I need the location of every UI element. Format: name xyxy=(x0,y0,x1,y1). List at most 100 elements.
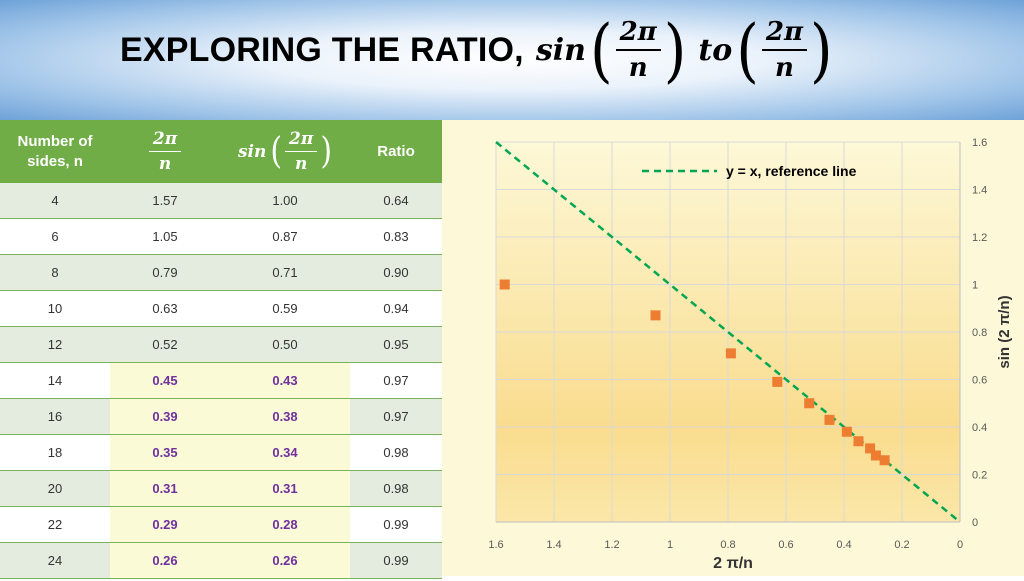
title-banner: EXPLORING THE RATIO, sin ( 2π n ) to ( 2… xyxy=(0,0,1024,120)
data-point xyxy=(804,398,815,409)
cell-sin: 1.00 xyxy=(272,193,298,208)
header-sides-label: Number of sides, n xyxy=(17,132,93,170)
cell-sin: 0.50 xyxy=(272,337,298,352)
cell-n: 16 xyxy=(47,409,63,424)
x-tick-label: 1.4 xyxy=(546,539,561,551)
header-sides: Number of sides, n xyxy=(0,120,110,183)
table-row: 16 0.39 0.38 0.97 xyxy=(0,399,442,435)
data-point xyxy=(865,443,876,454)
data-marks xyxy=(495,141,961,523)
cell-ratio: 0.97 xyxy=(383,409,409,424)
title-sin: sin xyxy=(535,32,586,68)
scatter-chart: 1.6 1.4 1.2 1 0.8 0.6 0.4 0.2 00 0.2 0.4 0.6 0.8 1 1.2… xyxy=(488,137,1013,572)
cell-ratio: 0.94 xyxy=(383,301,409,316)
y-tick-label: 1.2 xyxy=(972,232,987,244)
data-point xyxy=(841,426,852,437)
cell-sin: 0.43 xyxy=(220,363,350,398)
cell-sin: 0.28 xyxy=(220,507,350,542)
data-point xyxy=(772,376,783,387)
title-frac-den-2: n xyxy=(774,53,794,83)
cell-angle: 0.26 xyxy=(110,543,220,578)
cell-n: 6 xyxy=(51,229,59,244)
title-frac-num: 2π xyxy=(615,19,661,51)
cell-n: 22 xyxy=(47,517,63,532)
table-row: 18 0.35 0.34 0.98 xyxy=(0,435,442,471)
cell-n: 14 xyxy=(47,373,63,388)
header-ratio: Ratio xyxy=(350,120,442,183)
cell-n: 18 xyxy=(47,445,63,460)
data-point xyxy=(853,436,864,447)
x-tick-label: 0 xyxy=(957,539,963,551)
x-tick-label: 0.8 xyxy=(720,539,735,551)
cell-ratio: 0.99 xyxy=(383,553,409,568)
data-point xyxy=(650,310,661,321)
x-tick-label: 1.6 xyxy=(488,539,503,551)
header-ratio-label: Ratio xyxy=(377,143,415,160)
gridlines xyxy=(495,141,961,523)
x-tick-label: 0.2 xyxy=(894,539,909,551)
cell-angle: 0.63 xyxy=(152,301,178,316)
cell-sin: 0.71 xyxy=(272,265,298,280)
cell-ratio: 0.95 xyxy=(383,337,409,352)
cell-angle: 0.45 xyxy=(110,363,220,398)
cell-n: 10 xyxy=(47,301,63,316)
y-tick-label: 1.4 xyxy=(972,185,987,197)
header-angle-den: n xyxy=(158,153,172,174)
cell-ratio: 0.98 xyxy=(383,481,409,496)
x-tick-label: 1.2 xyxy=(604,539,619,551)
cell-sin: 0.26 xyxy=(220,543,350,578)
cell-n: 4 xyxy=(51,193,59,208)
legend-label: y = x, reference line xyxy=(726,163,857,179)
table-row: 10 0.63 0.59 0.94 xyxy=(0,291,442,327)
title-fraction-1: 2π n xyxy=(615,19,661,81)
cell-ratio: 0.90 xyxy=(383,265,409,280)
header-sine: sin ( 2π n ) xyxy=(220,120,350,183)
data-point xyxy=(870,450,881,461)
x-tick-label: 1 xyxy=(667,539,673,551)
cell-angle: 0.52 xyxy=(152,337,178,352)
table-row: 8 0.79 0.71 0.90 xyxy=(0,255,442,291)
cell-angle: 0.39 xyxy=(110,399,220,434)
table-header: Number of sides, n 2π n sin ( 2π n ) Rat… xyxy=(0,120,442,183)
cell-angle: 0.35 xyxy=(110,435,220,470)
cell-sin: 0.59 xyxy=(272,301,298,316)
reference-line xyxy=(495,141,961,523)
header-paren-open: ( xyxy=(270,129,283,172)
cell-angle: 0.79 xyxy=(152,265,178,280)
cell-ratio: 0.64 xyxy=(383,193,409,208)
cell-sin: 0.34 xyxy=(220,435,350,470)
header-sine-func: sin xyxy=(237,141,267,162)
table-row: 14 0.45 0.43 0.97 xyxy=(0,363,442,399)
data-point xyxy=(725,348,736,359)
data-point xyxy=(824,414,835,425)
y-tick-label: 0.6 xyxy=(972,375,987,387)
cell-angle: 0.29 xyxy=(110,507,220,542)
y-axis-title: sin (2 π/n) xyxy=(996,295,1013,368)
y-tick-label: 1 xyxy=(972,280,978,292)
header-paren-close: ) xyxy=(320,129,333,172)
title-text: EXPLORING THE RATIO, xyxy=(120,30,524,69)
cell-n: 24 xyxy=(47,553,63,568)
header-sine-den: n xyxy=(295,153,308,174)
title-paren-close: ) xyxy=(663,9,687,91)
y-tick-label: 1.6 xyxy=(972,137,987,149)
cell-ratio: 0.99 xyxy=(383,517,409,532)
x-axis-title: 2 π/n xyxy=(713,555,753,572)
y-tick-label: 0 xyxy=(972,517,978,529)
cell-sin: 0.38 xyxy=(220,399,350,434)
data-point xyxy=(499,279,510,290)
y-tick-label: 0.8 xyxy=(972,327,987,339)
header-sine-fraction: 2π n xyxy=(285,130,318,174)
cell-n: 12 xyxy=(47,337,63,352)
x-tick-label: 0.4 xyxy=(836,539,851,551)
cell-n: 20 xyxy=(47,481,63,496)
cell-angle: 0.31 xyxy=(110,471,220,506)
title-paren-close-2: ) xyxy=(810,9,833,91)
title-paren-open: ( xyxy=(589,9,613,91)
cell-angle: 1.57 xyxy=(152,193,178,208)
table-row: 12 0.52 0.50 0.95 xyxy=(0,327,442,363)
cell-n: 8 xyxy=(51,265,59,280)
header-angle-num: 2π xyxy=(148,130,182,152)
table-row: 20 0.31 0.31 0.98 xyxy=(0,471,442,507)
table-row: 24 0.26 0.26 0.99 xyxy=(0,543,442,579)
